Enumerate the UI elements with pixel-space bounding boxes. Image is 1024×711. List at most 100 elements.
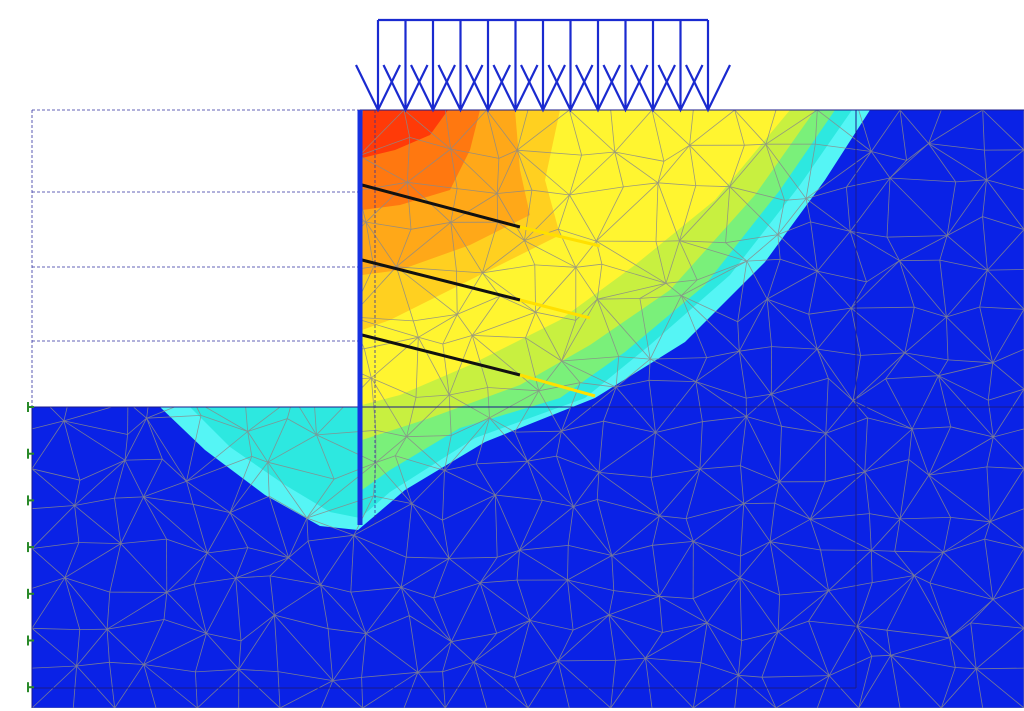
mesh-edge xyxy=(527,461,543,501)
mesh-edge xyxy=(448,558,481,584)
mesh-edge xyxy=(456,270,483,274)
mesh-edge xyxy=(645,622,708,659)
mesh-edge xyxy=(729,186,785,201)
mesh-edge xyxy=(573,506,613,556)
mesh-edge xyxy=(894,518,901,552)
mesh-edge xyxy=(442,314,458,345)
mesh-edge xyxy=(970,622,1024,629)
mesh-edge xyxy=(651,468,700,478)
mesh-edge xyxy=(611,515,660,556)
mesh-edge xyxy=(371,377,417,398)
mesh-edge xyxy=(611,544,653,556)
mesh-edge xyxy=(771,393,827,434)
mesh-edge xyxy=(872,575,915,583)
mesh-edge xyxy=(561,320,577,362)
mesh-edge xyxy=(914,306,947,318)
mesh-edge xyxy=(401,586,434,599)
mesh-edge xyxy=(358,110,405,156)
mesh-edge xyxy=(739,577,779,632)
mesh-edge xyxy=(251,456,268,463)
mesh-edge xyxy=(765,110,777,145)
mesh-edge xyxy=(651,110,665,162)
mesh-edge xyxy=(871,518,901,551)
mesh-edge xyxy=(332,633,367,681)
mesh-edge xyxy=(124,434,128,461)
mesh-edge xyxy=(946,269,988,318)
mesh-edge xyxy=(353,495,374,536)
mesh-edge xyxy=(938,375,952,427)
mesh-edge xyxy=(639,295,682,299)
anchor-free xyxy=(361,183,521,229)
mesh-edge xyxy=(542,500,574,507)
mesh-edge xyxy=(810,513,870,520)
mesh-edge xyxy=(695,381,747,399)
mesh-edge xyxy=(849,177,891,232)
mesh-edge xyxy=(777,234,781,260)
mesh-edge xyxy=(928,436,994,476)
mesh-edge xyxy=(514,390,540,433)
mesh-edge xyxy=(970,599,994,624)
mesh-edge xyxy=(206,512,231,554)
mesh-edge xyxy=(949,622,971,639)
mesh-edge xyxy=(442,494,496,521)
mesh-edge xyxy=(557,660,611,708)
mesh-edge xyxy=(743,481,780,504)
mesh-edge xyxy=(744,143,766,146)
mesh-edge xyxy=(186,480,231,513)
mesh-edge xyxy=(648,380,656,433)
mesh-edge xyxy=(871,151,907,161)
mesh-edge xyxy=(725,186,731,243)
mesh-edge xyxy=(597,298,640,300)
mesh-edge xyxy=(114,460,126,499)
mesh-edge xyxy=(448,556,498,559)
arrow-head xyxy=(382,64,429,113)
mesh-edge xyxy=(645,657,701,664)
mesh-edge xyxy=(596,299,620,357)
mesh-edge xyxy=(649,295,682,360)
mesh-edge xyxy=(982,110,1024,151)
mesh-edge xyxy=(362,671,419,708)
mesh-edge xyxy=(529,579,568,621)
arrow-head xyxy=(575,64,621,113)
mesh-edge xyxy=(777,198,807,235)
mesh-edge xyxy=(700,662,739,676)
mesh-edge xyxy=(695,357,708,382)
mesh-edge xyxy=(699,416,747,470)
mesh-edge xyxy=(442,470,445,521)
mesh-edge xyxy=(207,547,248,554)
mesh-edge xyxy=(743,503,771,542)
mesh-edge xyxy=(886,630,892,656)
mesh-edge xyxy=(774,502,811,520)
mesh-edge xyxy=(943,517,951,553)
mesh-edge xyxy=(871,550,895,552)
mesh-edge xyxy=(603,420,656,433)
mesh-edge xyxy=(525,337,540,391)
mesh-edge xyxy=(395,229,412,267)
mesh-edge xyxy=(575,298,598,321)
mesh-edge xyxy=(975,627,1024,670)
mesh-edge xyxy=(648,359,651,381)
mesh-edge xyxy=(487,387,490,418)
mesh-edge xyxy=(320,584,367,634)
mesh-edge xyxy=(774,481,780,504)
mesh-edge xyxy=(444,435,452,471)
mesh-edge xyxy=(734,110,767,145)
mesh-edge xyxy=(681,295,740,352)
mesh-edge xyxy=(288,557,321,586)
mesh-edge xyxy=(943,552,994,600)
mesh-edge xyxy=(775,675,830,708)
mesh-edge xyxy=(519,549,568,581)
mesh-edge xyxy=(442,335,473,345)
mesh-edge xyxy=(524,190,533,241)
mesh-edge xyxy=(400,587,410,616)
mesh-edge xyxy=(778,426,782,482)
mesh-edge xyxy=(911,428,930,476)
mesh-edge xyxy=(777,620,809,633)
mesh-edge xyxy=(306,517,309,542)
mesh-edge xyxy=(195,671,198,708)
mesh-edge xyxy=(889,143,929,179)
mesh-edge xyxy=(307,540,321,586)
mesh-edge xyxy=(695,185,730,188)
mesh-edge xyxy=(689,145,697,186)
mesh-edge xyxy=(497,189,532,194)
